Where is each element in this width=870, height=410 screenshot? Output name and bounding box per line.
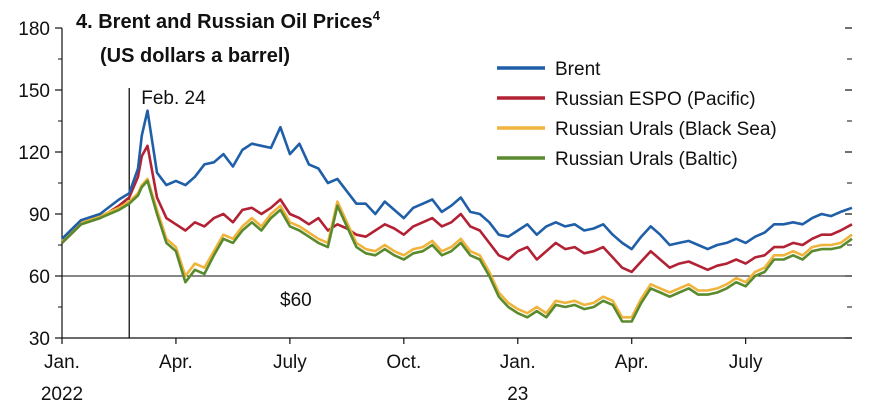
legend-label-russian-urals-baltic: Russian Urals (Baltic) — [555, 149, 738, 170]
x-tick-label-4: Jan. — [500, 352, 536, 373]
legend-label-russian-espo-pacific: Russian ESPO (Pacific) — [555, 89, 756, 110]
legend-label-russian-urals-black-sea: Russian Urals (Black Sea) — [555, 119, 777, 140]
series-line-brent — [61, 109, 853, 251]
series-line-russian-urals-baltic — [61, 179, 853, 323]
chart-title-superscript: 4 — [373, 8, 381, 23]
x-axis-ticks: Jan. 2022 Apr. July Oct. Jan. 23 Apr. July — [41, 338, 763, 405]
x-tick-label-5: Apr. — [615, 352, 649, 373]
x-tick-label-3: Oct. — [386, 352, 421, 373]
chart-title-text: 4. Brent and Russian Oil Prices — [76, 11, 373, 33]
x-tick-label-6: July — [729, 352, 763, 373]
y-axis-ticks: 30 60 90 120 150 180 — [18, 19, 852, 350]
x-tick-label-0: Jan. — [44, 352, 80, 373]
y-tick-label-90: 90 — [29, 205, 50, 226]
x-tick-label-1: Apr. — [159, 352, 193, 373]
feb-24-marker-label: Feb. 24 — [141, 88, 206, 109]
series-lines — [61, 109, 853, 323]
chart-title: 4. Brent and Russian Oil Prices4 — [76, 8, 381, 33]
y-tick-label-30: 30 — [29, 329, 50, 350]
legend: Brent Russian ESPO (Pacific) Russian Urals… — [497, 59, 777, 170]
y-tick-label-60: 60 — [29, 267, 50, 288]
y-tick-label-180: 180 — [18, 19, 50, 40]
series-line-russian-espo-pacific — [61, 144, 853, 274]
y-tick-label-150: 150 — [18, 81, 50, 102]
x-tick-sublabel-0: 2022 — [41, 384, 83, 405]
series-line-russian-urals-black-sea — [61, 177, 853, 319]
x-tick-label-2: July — [273, 352, 307, 373]
y-tick-label-120: 120 — [18, 143, 50, 164]
chart-subtitle: (US dollars a barrel) — [100, 45, 290, 67]
legend-label-brent: Brent — [555, 59, 601, 80]
x-tick-sublabel-4: 23 — [507, 384, 528, 405]
reference-line-60-label: $60 — [280, 290, 312, 311]
